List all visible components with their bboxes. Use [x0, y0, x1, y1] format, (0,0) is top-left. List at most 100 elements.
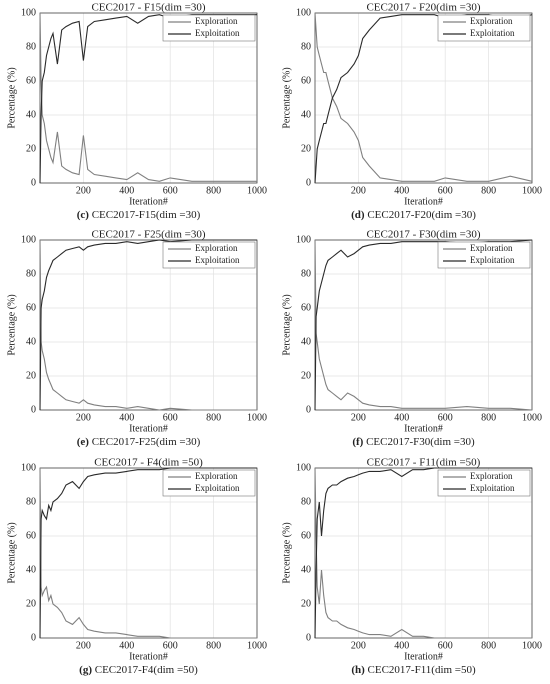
y-tick-label: 0	[306, 632, 311, 643]
series-line	[39, 12, 257, 182]
x-axis-label: Iteration#	[404, 196, 443, 207]
y-tick-label: 60	[301, 75, 311, 86]
y-axis-label: Percentage (%)	[281, 294, 292, 355]
caption: (f) CEC2017-F30(dim =30)	[352, 436, 475, 448]
x-tick-label: 200	[351, 412, 366, 423]
y-tick-label: 60	[26, 302, 36, 313]
legend-box	[437, 14, 531, 42]
chart-title: CEC2017 - F11(dim =50)	[367, 457, 481, 469]
caption: (e) CEC2017-F25(dim =30)	[77, 436, 201, 448]
y-tick-label: 0	[31, 632, 36, 643]
x-tick-label: 1000	[522, 185, 542, 196]
caption-text: CEC2017-F15(dim =30)	[92, 209, 201, 221]
chart-title: CEC2017 - F30(dim =30)	[366, 229, 480, 241]
x-tick-label: 600	[163, 412, 178, 423]
caption: (d) CEC2017-F20(dim =30)	[351, 209, 476, 221]
y-axis-label: Percentage (%)	[281, 522, 292, 583]
legend-label: Exploitation	[195, 28, 240, 38]
x-tick-label: 800	[481, 640, 496, 651]
y-tick-label: 40	[301, 336, 311, 347]
y-tick-label: 100	[296, 7, 311, 18]
legend-label: Exploration	[195, 16, 238, 26]
legend-box	[437, 241, 531, 269]
y-axis-label: Percentage (%)	[281, 67, 292, 128]
x-tick-label: 800	[206, 185, 221, 196]
y-tick-label: 80	[301, 496, 311, 507]
y-tick-label: 100	[21, 234, 36, 245]
series-line	[314, 12, 533, 182]
x-tick-label: 200	[76, 185, 91, 196]
x-axis-label: Iteration#	[129, 423, 168, 434]
x-tick-label: 400	[119, 640, 134, 651]
legend-label: Exploration	[470, 471, 513, 481]
y-tick-label: 40	[301, 564, 311, 575]
series-line	[314, 467, 532, 639]
y-tick-label: 80	[26, 268, 36, 279]
chart-title: CEC2017 - F15(dim =30)	[91, 2, 205, 14]
y-tick-label: 20	[301, 370, 311, 381]
x-tick-label: 800	[206, 640, 221, 651]
y-tick-label: 80	[26, 41, 36, 52]
y-tick-label: 0	[306, 177, 311, 188]
y-tick-label: 60	[301, 302, 311, 313]
y-tick-label: 20	[26, 143, 36, 154]
x-tick-label: 400	[119, 185, 134, 196]
legend-label: Exploration	[470, 243, 513, 253]
chart-title: CEC2017 - F25(dim =30)	[91, 229, 205, 241]
plot-frame	[314, 239, 533, 411]
legend-box	[162, 469, 256, 497]
y-tick-label: 100	[296, 234, 311, 245]
x-tick-label: 800	[206, 412, 221, 423]
caption: (h) CEC2017-F11(dim =50)	[351, 664, 476, 676]
x-tick-label: 1000	[247, 185, 267, 196]
y-tick-label: 40	[26, 564, 36, 575]
y-axis-label: Percentage (%)	[6, 522, 17, 583]
caption-text: CEC2017-F30(dim =30)	[366, 436, 475, 448]
series-line	[39, 239, 257, 411]
x-tick-label: 400	[394, 640, 409, 651]
legend-label: Exploitation	[195, 255, 240, 265]
y-tick-label: 40	[26, 109, 36, 120]
y-tick-label: 100	[296, 462, 311, 473]
plot-frame	[39, 12, 258, 184]
y-tick-label: 20	[301, 143, 311, 154]
x-tick-label: 600	[163, 185, 178, 196]
x-tick-label: 200	[76, 412, 91, 423]
x-tick-label: 1000	[522, 640, 542, 651]
x-tick-label: 200	[351, 640, 366, 651]
legend-label: Exploitation	[470, 255, 515, 265]
legend-label: Exploration	[195, 471, 238, 481]
x-axis-label: Iteration#	[129, 196, 168, 207]
plot-frame	[314, 12, 533, 184]
x-tick-label: 400	[119, 412, 134, 423]
legend-label: Exploration	[470, 16, 513, 26]
x-axis-label: Iteration#	[404, 423, 443, 434]
plot-frame	[39, 239, 258, 411]
x-tick-label: 600	[163, 640, 178, 651]
y-tick-label: 60	[301, 530, 311, 541]
y-tick-label: 100	[21, 462, 36, 473]
series-line	[314, 467, 532, 639]
y-axis-label: Percentage (%)	[6, 67, 17, 128]
y-tick-label: 20	[301, 598, 311, 609]
y-tick-label: 80	[26, 496, 36, 507]
caption-label: (f)	[352, 436, 363, 448]
chart-title: CEC2017 - F20(dim =30)	[366, 2, 480, 14]
legend-label: Exploitation	[470, 483, 515, 493]
x-tick-label: 800	[481, 412, 496, 423]
y-tick-label: 20	[26, 598, 36, 609]
plot-frame	[39, 467, 258, 639]
legend-label: Exploitation	[470, 28, 515, 38]
x-tick-label: 400	[394, 412, 409, 423]
legend-label: Exploitation	[195, 483, 240, 493]
caption: (c) CEC2017-F15(dim =30)	[77, 209, 201, 221]
y-tick-label: 40	[301, 109, 311, 120]
y-tick-label: 60	[26, 530, 36, 541]
series-line	[314, 239, 533, 411]
legend-box	[162, 14, 256, 42]
caption-text: CEC2017-F25(dim =30)	[92, 436, 201, 448]
caption-label: (h)	[351, 664, 365, 676]
y-tick-label: 80	[301, 268, 311, 279]
plot-frame	[314, 467, 533, 639]
